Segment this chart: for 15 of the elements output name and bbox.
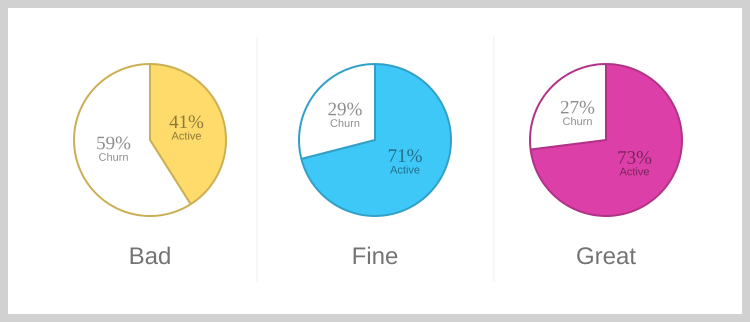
data-label: 29%: [328, 102, 362, 116]
data-label: 27%: [560, 100, 594, 114]
text: Bad: [130, 246, 170, 264]
data-label: 73%: [618, 151, 652, 164]
slice-label: Churn: [99, 152, 128, 161]
data-label: 41%: [169, 115, 204, 128]
slice-label: Churn: [563, 117, 592, 126]
data-label: 71%: [388, 149, 422, 162]
slice-label: Active: [172, 132, 201, 140]
text: Fine: [354, 246, 398, 264]
text: Great: [577, 247, 636, 264]
slice-label: Active: [620, 167, 649, 176]
slice-label: Active: [390, 165, 420, 174]
slice-label: Churn: [330, 118, 360, 127]
data-label: 59%: [97, 136, 130, 150]
